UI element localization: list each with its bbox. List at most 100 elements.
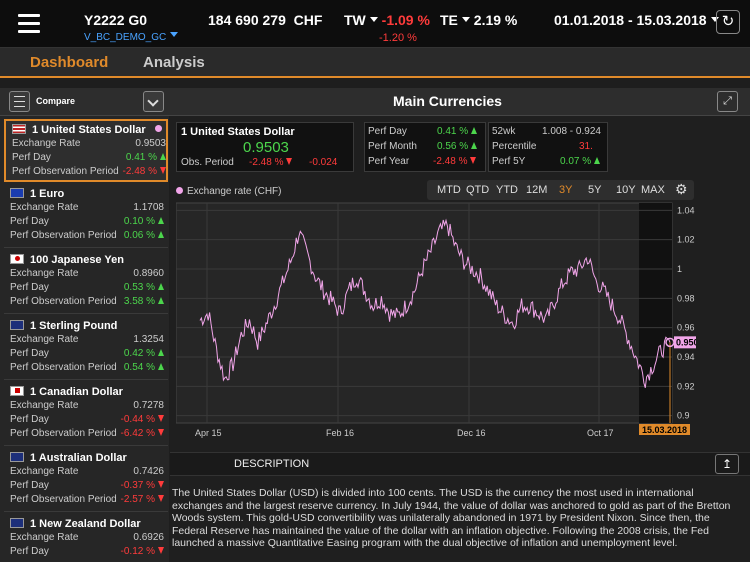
wk52-value: 1.008 - 0.924 <box>542 126 601 137</box>
currency-rate-row: Exchange Rate 0.7426 <box>10 466 164 477</box>
description-heading: DESCRIPTION <box>234 458 310 470</box>
currency-card[interactable]: 1 Australian Dollar Exchange Rate 0.7426 Pe… <box>4 449 168 512</box>
range-5y[interactable]: 5Y <box>588 184 602 196</box>
currency-day-row: Perf Day 0.41 % <box>12 152 166 163</box>
arrow-up-icon <box>158 283 164 290</box>
currency-card[interactable]: 1 Sterling Pound Exchange Rate 1.3254 Perf … <box>4 317 168 380</box>
currency-name: 1 Canadian Dollar <box>10 386 123 398</box>
x-tick-label: Dec 16 <box>457 428 486 438</box>
row-label: Exchange Rate <box>10 466 79 477</box>
currency-card[interactable]: 1 Euro Exchange Rate 1.1708 Perf Day 0.10 % P… <box>4 185 168 248</box>
currency-rate-row: Exchange Rate 0.9503 <box>12 138 166 149</box>
top-bar: Y2222 G0 V_BC_DEMO_GC 184 690 279 CHF TW… <box>0 0 750 48</box>
currency-name: 1 Australian Dollar <box>10 452 127 464</box>
compare-label: Compare <box>36 96 76 106</box>
row-label: Exchange Rate <box>10 202 79 213</box>
row-label: Perf Day <box>12 152 51 163</box>
x-tick-label: Feb 16 <box>326 428 354 438</box>
range-10y[interactable]: 10Y <box>616 184 636 196</box>
current-value-label: 0.9503 <box>676 337 696 347</box>
row-label: Perf Day <box>10 546 49 557</box>
row-label: Perf Observation Period <box>10 362 117 373</box>
currency-list: 1 United States Dollar Exchange Rate 0.950… <box>0 116 169 562</box>
obs-period-label: Obs. Period <box>181 157 234 168</box>
settings-gear-icon[interactable]: ⚙ <box>675 181 688 197</box>
row-value: 0.42 % <box>124 348 164 359</box>
arrow-down-icon <box>158 415 164 422</box>
te-selector[interactable]: TE 2.19 % <box>440 12 518 28</box>
currency-name: 1 United States Dollar <box>12 124 146 136</box>
row-value: -2.57 % <box>121 494 164 505</box>
compare-dropdown-button[interactable] <box>143 91 164 112</box>
fullscreen-button[interactable]: ⤢ <box>717 91 738 112</box>
flag-us-icon <box>12 124 26 134</box>
currency-card[interactable]: 1 Canadian Dollar Exchange Rate 0.7278 Perf… <box>4 383 168 446</box>
tab-dashboard[interactable]: Dashboard <box>30 54 109 71</box>
tw-sub-value: -1.20 % <box>379 32 417 44</box>
y-tick-label: 0.9 <box>677 411 690 421</box>
currency-rate-row: Exchange Rate 0.8960 <box>10 268 164 279</box>
compare-button[interactable] <box>9 91 30 112</box>
currency-name: 1 New Zealand Dollar <box>10 518 141 530</box>
range-3y[interactable]: 3Y <box>559 184 573 196</box>
row-label: Exchange Rate <box>10 400 79 411</box>
stats-box: 52wk 1.008 - 0.924 Percentile 31. Perf 5… <box>488 122 608 172</box>
expand-icon: ⤢ <box>723 95 732 107</box>
range-mtd[interactable]: MTD <box>437 184 461 196</box>
y-tick-label: 1 <box>677 264 682 274</box>
arrow-up-icon <box>158 217 164 224</box>
flag-jp-icon <box>10 254 24 264</box>
currency-rate-row: Exchange Rate 0.6926 <box>10 532 164 543</box>
current-value-badge <box>674 336 696 349</box>
row-label: Perf Observation Period <box>10 296 117 307</box>
date-range-selector[interactable]: 01.01.2018 - 15.03.2018 <box>554 12 719 28</box>
row-value: -0.44 % <box>121 414 164 425</box>
currency-card[interactable]: 100 Japanese Yen Exchange Rate 0.8960 Perf … <box>4 251 168 314</box>
refresh-button[interactable]: ↻ <box>716 10 740 34</box>
summary-rate: 0.9503 <box>243 139 289 156</box>
range-qtd[interactable]: QTD <box>466 184 490 196</box>
arrow-up-icon <box>158 231 164 238</box>
perf-year-value: -2.48 % <box>433 156 477 167</box>
legend-dot-icon <box>176 187 183 194</box>
row-value: 3.58 % <box>124 296 164 307</box>
currency-obs-row: Perf Observation Period -2.48 % <box>12 166 166 177</box>
currency-day-row: Perf Day -0.37 % <box>10 480 164 491</box>
currency-obs-row: Perf Observation Period 0.54 % <box>10 362 164 373</box>
account-selector[interactable]: V_BC_DEMO_GC <box>84 32 179 43</box>
row-value: 1.1708 <box>133 202 164 213</box>
percentile-label: Percentile <box>492 141 537 152</box>
tab-analysis[interactable]: Analysis <box>143 54 205 71</box>
wk52-label: 52wk <box>492 126 516 137</box>
currency-obs-row: Perf Observation Period 3.58 % <box>10 296 164 307</box>
obs-period-pct: -2.48 % <box>249 157 293 168</box>
description-text: The United States Dollar (USD) is divide… <box>172 487 731 549</box>
currency-day-row: Perf Day -0.12 % <box>10 546 164 557</box>
menu-icon[interactable] <box>18 14 40 34</box>
range-max[interactable]: MAX <box>641 184 665 196</box>
x-tick-label: Apr 15 <box>195 428 222 438</box>
current-date-label: 15.03.2018 <box>642 425 687 435</box>
currency-obs-row: Perf Observation Period -6.42 % <box>10 428 164 439</box>
range-12m[interactable]: 12M <box>526 184 548 196</box>
currency-card[interactable]: 1 New Zealand Dollar Exchange Rate 0.6926 P… <box>4 515 168 562</box>
range-ytd[interactable]: YTD <box>496 184 518 196</box>
exchange-rate-chart[interactable]: 1.04 1.02 1 0.98 0.96 0.94 0.92 0.9 Apr 15 Feb 16… <box>176 183 696 441</box>
description-header: DESCRIPTION <box>170 452 750 476</box>
arrow-up-icon: ↥ <box>721 457 733 471</box>
y-tick-label: 0.94 <box>677 352 695 362</box>
collapse-description-button[interactable]: ↥ <box>715 454 739 474</box>
row-label: Exchange Rate <box>10 532 79 543</box>
tw-selector[interactable]: TW -1.09 % <box>344 12 430 28</box>
row-value: 0.41 % <box>126 152 166 163</box>
chevron-down-icon <box>369 17 378 22</box>
te-value: 2.19 % <box>473 12 518 28</box>
perf-day-value: 0.41 % <box>437 126 478 137</box>
range-selector: ⚙ MTD QTD YTD 12M 3Y 5Y 10Y MAX <box>427 180 694 200</box>
arrow-up-icon <box>160 153 166 160</box>
portfolio-name: Y2222 G0 <box>84 12 148 28</box>
perf5y-value: 0.07 % <box>560 156 601 167</box>
currency-card[interactable]: 1 United States Dollar Exchange Rate 0.950… <box>4 119 168 182</box>
y-tick-label: 1.02 <box>677 235 695 245</box>
arrow-down-icon <box>158 547 164 554</box>
